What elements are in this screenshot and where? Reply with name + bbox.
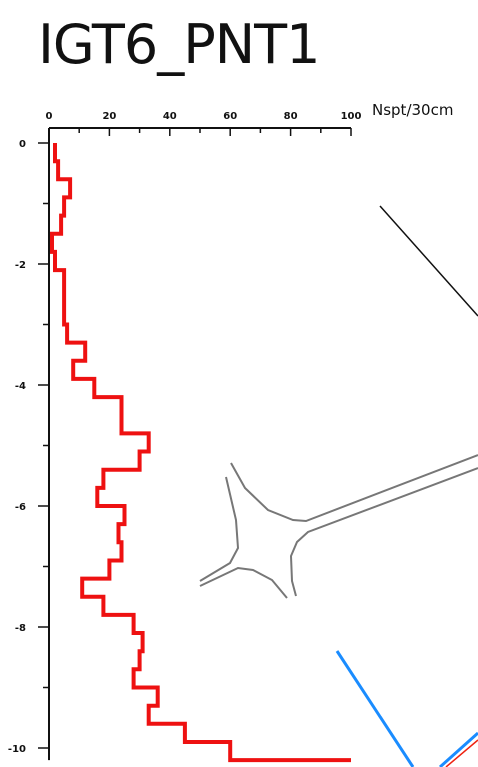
- y-tick-label: -4: [15, 381, 26, 392]
- y-tick-label: 0: [19, 139, 26, 150]
- sketch-blue-line-2: [440, 733, 478, 767]
- x-tick-label: 20: [102, 111, 116, 122]
- x-tick-label: 100: [341, 111, 362, 122]
- y-tick-label: -8: [15, 623, 26, 634]
- x-tick-label: 80: [284, 111, 298, 122]
- y-tick-label: -10: [8, 744, 26, 755]
- x-tick-label: 40: [163, 111, 177, 122]
- x-axis-unit-label: Nspt/30cm: [372, 101, 453, 119]
- sketch-red-line: [446, 740, 478, 767]
- nspt-profile: [52, 143, 351, 760]
- x-tick-label: 0: [46, 111, 53, 122]
- axes: 0 20 40 60 80 100 0 -2 -4 -6 -8 -10: [8, 111, 362, 760]
- sketch-blue-line: [337, 651, 413, 767]
- y-tick-label: -6: [15, 502, 26, 513]
- x-tick-label: 60: [223, 111, 237, 122]
- sketch-gray-outline: [200, 455, 478, 598]
- background-sketch: [200, 206, 478, 767]
- nspt-step-line: [52, 143, 351, 760]
- y-tick-label: -2: [15, 260, 26, 271]
- sketch-black-line: [380, 206, 478, 316]
